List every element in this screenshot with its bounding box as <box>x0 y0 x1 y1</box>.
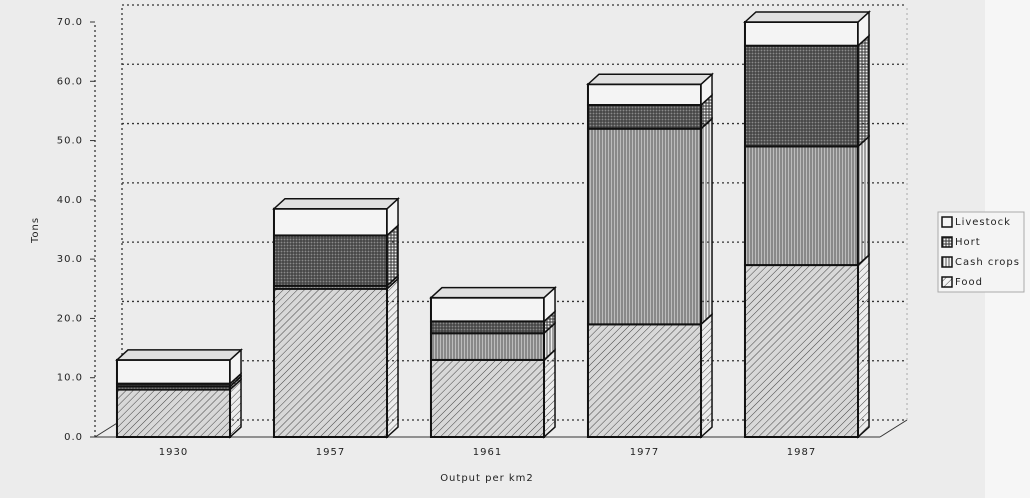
bar-segment <box>586 312 713 439</box>
bar <box>429 332 546 361</box>
bar <box>115 358 232 385</box>
x-tick-label: 1987 <box>787 447 816 458</box>
legend-swatch <box>941 256 953 268</box>
bar-side <box>857 134 870 267</box>
legend-swatch <box>941 216 953 228</box>
bar-top <box>272 198 400 210</box>
bar <box>743 145 860 267</box>
bar-top <box>743 11 871 23</box>
bar-segment <box>586 117 713 327</box>
bar-segment <box>272 277 399 439</box>
x-tick-label: 1961 <box>473 447 502 458</box>
y-tick-label: 0.0 <box>64 432 83 443</box>
legend-label: Food <box>955 277 983 288</box>
bar-top <box>115 349 243 361</box>
floor-line <box>879 419 908 438</box>
y-tick-label: 30.0 <box>57 254 83 265</box>
bar-segment <box>743 10 870 48</box>
bar <box>429 320 546 335</box>
y-tick-label: 20.0 <box>57 313 83 324</box>
bar-side <box>700 117 713 327</box>
bar <box>586 104 703 130</box>
bar <box>586 323 703 439</box>
bar-top <box>429 286 557 299</box>
bar-segment <box>429 321 556 362</box>
bar <box>743 21 860 47</box>
bar-segment <box>429 348 556 439</box>
bar <box>586 127 703 326</box>
bar-segment <box>429 285 556 324</box>
legend-swatch <box>941 236 953 248</box>
bar <box>743 264 860 439</box>
bar-segment <box>115 377 242 439</box>
y-tick-label: 10.0 <box>57 373 83 384</box>
bar <box>743 44 860 148</box>
bar-side <box>857 253 870 439</box>
bar-segment <box>272 197 399 238</box>
bar-side <box>700 312 713 439</box>
bar-segment <box>743 34 870 149</box>
bar-segment <box>272 223 399 288</box>
y-tick-label: 40.0 <box>57 195 83 206</box>
bar <box>272 207 389 237</box>
legend-label: Livestock <box>955 217 1011 228</box>
y-tick-label: 70.0 <box>57 17 83 28</box>
x-tick-label: 1977 <box>630 447 659 458</box>
y-tick-label: 50.0 <box>57 136 83 147</box>
bar-segment <box>115 348 242 386</box>
legend-swatch <box>941 276 953 288</box>
bar <box>429 358 546 438</box>
bar-side <box>857 34 870 149</box>
bar <box>272 234 389 287</box>
x-tick-label: 1930 <box>159 447 188 458</box>
x-tick-label: 1957 <box>316 447 345 458</box>
y-tick-label: 60.0 <box>57 76 83 87</box>
y-axis-title: Tons <box>30 217 41 244</box>
x-axis-title: Output per km2 <box>440 473 534 484</box>
bar-segment <box>743 253 870 439</box>
bar <box>115 388 232 439</box>
legend: Livestock Hort Cash crops Food <box>937 211 1025 293</box>
bar-segment <box>586 93 713 131</box>
bar <box>586 83 703 106</box>
legend-label: Hort <box>955 237 981 248</box>
legend-label: Cash crops <box>955 257 1020 268</box>
bar <box>429 296 546 323</box>
bar <box>272 287 389 438</box>
bar-segment <box>743 134 870 267</box>
bar-side <box>386 277 399 439</box>
bar-top <box>586 73 714 85</box>
bar-side <box>543 348 556 439</box>
